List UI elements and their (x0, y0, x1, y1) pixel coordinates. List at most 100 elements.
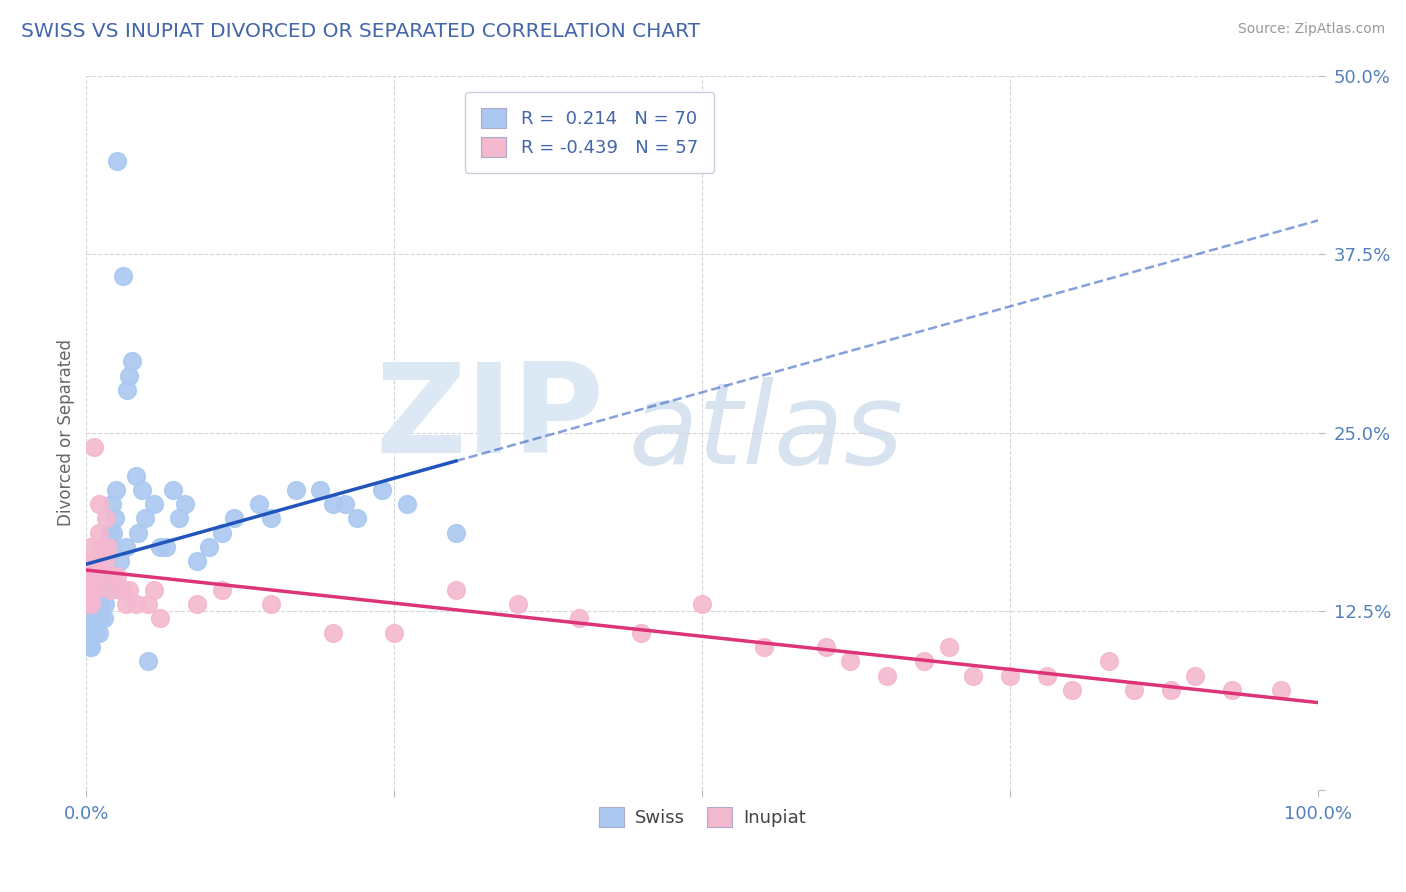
Point (84, 568, 107, 582)
Point (630, 625, 652, 640)
Point (322, 497, 344, 511)
Point (94, 568, 117, 582)
Point (103, 525, 125, 540)
Point (260, 597, 283, 611)
Point (143, 582, 166, 597)
Point (118, 582, 141, 597)
Point (84, 611, 107, 625)
Point (83, 597, 105, 611)
Point (1122, 682, 1144, 697)
Point (100, 540, 122, 554)
Point (79, 625, 101, 640)
Point (79, 540, 101, 554)
Point (77, 582, 100, 597)
Point (76, 597, 98, 611)
Point (118, 368, 141, 383)
Point (94, 511, 117, 525)
Point (79, 597, 101, 611)
Point (94, 554, 117, 568)
Point (90, 540, 112, 554)
Point (110, 582, 132, 597)
Point (1036, 668, 1059, 682)
Point (83, 440, 105, 454)
Point (127, 525, 149, 540)
Point (112, 582, 135, 597)
Point (167, 511, 190, 525)
Point (346, 511, 368, 525)
Point (84, 625, 107, 640)
Point (752, 640, 775, 654)
Point (134, 511, 156, 525)
Point (284, 483, 307, 497)
Point (103, 568, 125, 582)
Point (260, 511, 283, 525)
Point (105, 568, 128, 582)
Point (96, 568, 118, 582)
Point (395, 497, 418, 511)
Point (84, 582, 107, 597)
Point (98, 525, 121, 540)
Point (89, 611, 111, 625)
Point (322, 625, 344, 640)
Point (84, 597, 107, 611)
Point (136, 597, 159, 611)
Point (108, 554, 131, 568)
Point (143, 497, 166, 511)
Point (211, 525, 233, 540)
Point (97, 540, 120, 554)
Point (124, 597, 146, 611)
Point (90, 568, 112, 582)
Point (131, 483, 153, 497)
Point (814, 640, 837, 654)
Point (91, 582, 114, 597)
Point (876, 668, 898, 682)
Point (162, 483, 184, 497)
Point (149, 540, 172, 554)
Point (1060, 682, 1083, 697)
Point (938, 640, 960, 654)
Point (84, 582, 107, 597)
Point (77, 582, 100, 597)
Point (371, 483, 394, 497)
Point (94, 597, 117, 611)
Point (912, 654, 935, 668)
Point (333, 497, 356, 511)
Point (93, 611, 115, 625)
Point (121, 354, 143, 368)
Point (149, 611, 172, 625)
Point (506, 597, 529, 611)
Point (112, 268, 135, 283)
Point (211, 582, 233, 597)
Point (86, 611, 108, 625)
Point (87, 597, 110, 611)
Point (198, 540, 221, 554)
Point (77, 554, 100, 568)
Point (1160, 682, 1182, 697)
Point (136, 654, 159, 668)
Point (1184, 668, 1206, 682)
Point (76, 568, 98, 582)
Point (87, 625, 110, 640)
Point (100, 582, 122, 597)
Y-axis label: Divorced or Separated: Divorced or Separated (58, 339, 75, 526)
Point (382, 625, 405, 640)
Point (82, 582, 104, 597)
Point (86, 554, 108, 568)
Point (82, 611, 104, 625)
Point (155, 540, 177, 554)
Point (80, 611, 103, 625)
Point (76, 597, 98, 611)
Point (839, 654, 862, 668)
Point (105, 154, 128, 169)
Point (1220, 682, 1243, 697)
Text: SWISS VS INUPIAT DIVORCED OR SEPARATED CORRELATION CHART: SWISS VS INUPIAT DIVORCED OR SEPARATED C… (21, 22, 700, 41)
Point (94, 582, 117, 597)
Point (1098, 654, 1121, 668)
Point (568, 611, 591, 625)
Point (173, 497, 195, 511)
Text: ZIP: ZIP (375, 358, 603, 479)
Point (444, 582, 467, 597)
Point (79, 640, 101, 654)
Point (247, 497, 270, 511)
Point (309, 483, 332, 497)
